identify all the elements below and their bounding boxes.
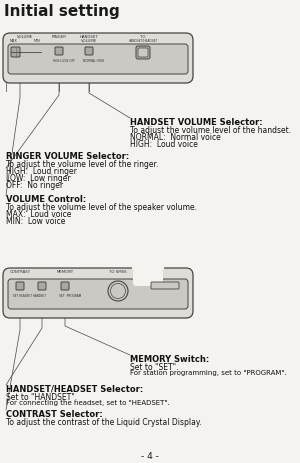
Text: CONTRAST Selector:: CONTRAST Selector: — [6, 410, 103, 419]
FancyBboxPatch shape — [138, 48, 148, 57]
Text: HANDSET/HEADSET: HANDSET/HEADSET — [128, 38, 158, 43]
FancyBboxPatch shape — [151, 282, 179, 289]
FancyBboxPatch shape — [8, 44, 188, 74]
Text: LOW:  Low ringer: LOW: Low ringer — [6, 174, 70, 183]
FancyBboxPatch shape — [85, 47, 93, 55]
Text: MIN: MIN — [34, 39, 40, 43]
Circle shape — [110, 283, 125, 299]
Text: HANDSET/HEADSET Selector:: HANDSET/HEADSET Selector: — [6, 385, 143, 394]
Text: Set to "HANDSET".: Set to "HANDSET". — [6, 393, 77, 402]
FancyBboxPatch shape — [61, 282, 69, 290]
Text: TO SMSS: TO SMSS — [109, 270, 127, 274]
FancyBboxPatch shape — [38, 282, 46, 290]
FancyBboxPatch shape — [8, 279, 188, 309]
Text: HIGH LOW OFF: HIGH LOW OFF — [53, 59, 75, 63]
Text: MIN:  Low voice: MIN: Low voice — [6, 217, 65, 226]
Text: RINGER VOLUME Selector:: RINGER VOLUME Selector: — [6, 152, 129, 161]
Text: CONTRAST: CONTRAST — [9, 270, 31, 274]
Text: NORMAL:  Normal voice: NORMAL: Normal voice — [130, 133, 221, 142]
FancyBboxPatch shape — [55, 47, 63, 55]
Text: OFF:  No ringer: OFF: No ringer — [6, 181, 63, 190]
Text: RINGER: RINGER — [52, 35, 66, 39]
Text: - 4 -: - 4 - — [141, 452, 159, 461]
FancyBboxPatch shape — [3, 268, 193, 318]
Text: TO: TO — [140, 35, 146, 39]
FancyBboxPatch shape — [16, 282, 24, 290]
Text: MEMORY: MEMORY — [56, 270, 74, 274]
Text: HANDSET: HANDSET — [80, 35, 98, 39]
Text: MAX:  Loud voice: MAX: Loud voice — [6, 210, 71, 219]
Text: To adjust the volume level of the ringer.: To adjust the volume level of the ringer… — [6, 160, 158, 169]
Text: For station programming, set to "PROGRAM".: For station programming, set to "PROGRAM… — [130, 370, 287, 376]
Text: For connecting the headset, set to "HEADSET".: For connecting the headset, set to "HEAD… — [6, 400, 170, 406]
Text: HANDSET VOLUME Selector:: HANDSET VOLUME Selector: — [130, 118, 262, 127]
FancyBboxPatch shape — [133, 268, 163, 286]
Text: SET  PROGRAM: SET PROGRAM — [59, 294, 81, 298]
Text: MEMORY Switch:: MEMORY Switch: — [130, 355, 209, 364]
Text: SET HEADSET HANDSET: SET HEADSET HANDSET — [13, 294, 46, 298]
Text: HIGH:  Loud ringer: HIGH: Loud ringer — [6, 167, 77, 176]
Text: To adjust the contrast of the Liquid Crystal Display.: To adjust the contrast of the Liquid Cry… — [6, 418, 202, 427]
Text: Set to "SET".: Set to "SET". — [130, 363, 178, 372]
FancyBboxPatch shape — [136, 46, 150, 59]
Text: To adjust the volume level of the handset.: To adjust the volume level of the handse… — [130, 126, 291, 135]
Text: VOLUME: VOLUME — [81, 38, 97, 43]
Text: NORMAL HIGH: NORMAL HIGH — [83, 59, 104, 63]
Text: HIGH:  Loud voice: HIGH: Loud voice — [130, 140, 198, 149]
Text: To adjust the volume level of the speaker volume.: To adjust the volume level of the speake… — [6, 203, 197, 212]
Text: VOLUME: VOLUME — [17, 35, 33, 39]
Text: Initial setting: Initial setting — [4, 4, 120, 19]
Text: VOLUME Control:: VOLUME Control: — [6, 195, 86, 204]
FancyBboxPatch shape — [11, 47, 20, 57]
Text: MAX: MAX — [10, 39, 18, 43]
FancyBboxPatch shape — [3, 33, 193, 83]
